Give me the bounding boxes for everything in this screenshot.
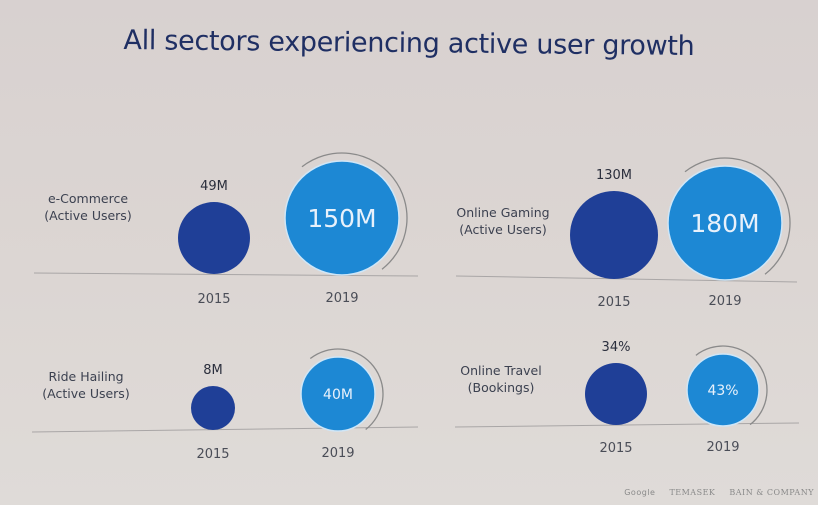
panel-online-travel: Online Travel (Bookings) 34% 43% 2015 20… xyxy=(454,340,800,456)
year-label-2015: 2015 xyxy=(197,292,230,307)
sector-label-line2: (Active Users) xyxy=(44,208,131,223)
year-label-2015: 2015 xyxy=(196,447,229,462)
panel-e-commerce: e-Commerce (Active Users) 49M 150M 2015 … xyxy=(33,152,419,307)
panel-online-gaming: Online Gaming (Active Users) 130M 180M 2… xyxy=(455,157,798,310)
baseline xyxy=(455,275,798,283)
footer-logos: Google TEMASEK BAIN & COMPANY xyxy=(624,488,814,497)
value-label-2015: 49M xyxy=(200,179,228,194)
value-label-2015: 34% xyxy=(602,340,631,355)
value-label-2015: 130M xyxy=(596,168,632,183)
value-label-2019: 180M xyxy=(690,209,759,238)
year-label-2019: 2019 xyxy=(321,446,354,461)
year-label-2019: 2019 xyxy=(325,291,358,306)
year-label-2019: 2019 xyxy=(708,294,741,309)
year-label-2015: 2015 xyxy=(599,441,632,456)
baseline xyxy=(31,426,419,433)
value-label-2019: 40M xyxy=(323,387,353,403)
sector-label-line1: e-Commerce xyxy=(48,191,128,206)
sector-label-line1: Online Travel xyxy=(460,363,541,378)
bubble-2015 xyxy=(585,363,647,425)
sector-label-line2: (Bookings) xyxy=(468,380,535,395)
value-label-2019: 43% xyxy=(707,383,738,399)
bubble-2019 xyxy=(300,356,376,432)
baseline xyxy=(454,422,800,428)
bubble-2015 xyxy=(570,191,658,279)
sector-label-line1: Online Gaming xyxy=(456,205,549,220)
growth-arc xyxy=(309,348,384,430)
bubble-2019 xyxy=(667,165,783,281)
growth-arc xyxy=(695,345,768,426)
value-label-2015: 8M xyxy=(203,363,223,378)
bubble-2015 xyxy=(178,202,250,274)
growth-arc xyxy=(301,152,408,270)
google-logo: Google xyxy=(624,488,656,497)
sector-label-line1: Ride Hailing xyxy=(48,369,123,384)
baseline xyxy=(33,272,419,277)
panel-ride-hailing: Ride Hailing (Active Users) 8M 40M 2015 … xyxy=(31,348,419,462)
sector-label-line2: (Active Users) xyxy=(459,222,546,237)
bubble-2015 xyxy=(191,386,235,430)
bubble-2019 xyxy=(686,353,760,427)
sector-label-line2: (Active Users) xyxy=(42,386,129,401)
temasek-logo: TEMASEK xyxy=(669,488,716,497)
value-label-2019: 150M xyxy=(307,204,376,233)
bain-logo: BAIN & COMPANY xyxy=(729,488,814,497)
year-label-2015: 2015 xyxy=(597,295,630,310)
bubble-2019 xyxy=(284,160,400,276)
year-label-2019: 2019 xyxy=(706,440,739,455)
growth-arc xyxy=(684,157,791,275)
